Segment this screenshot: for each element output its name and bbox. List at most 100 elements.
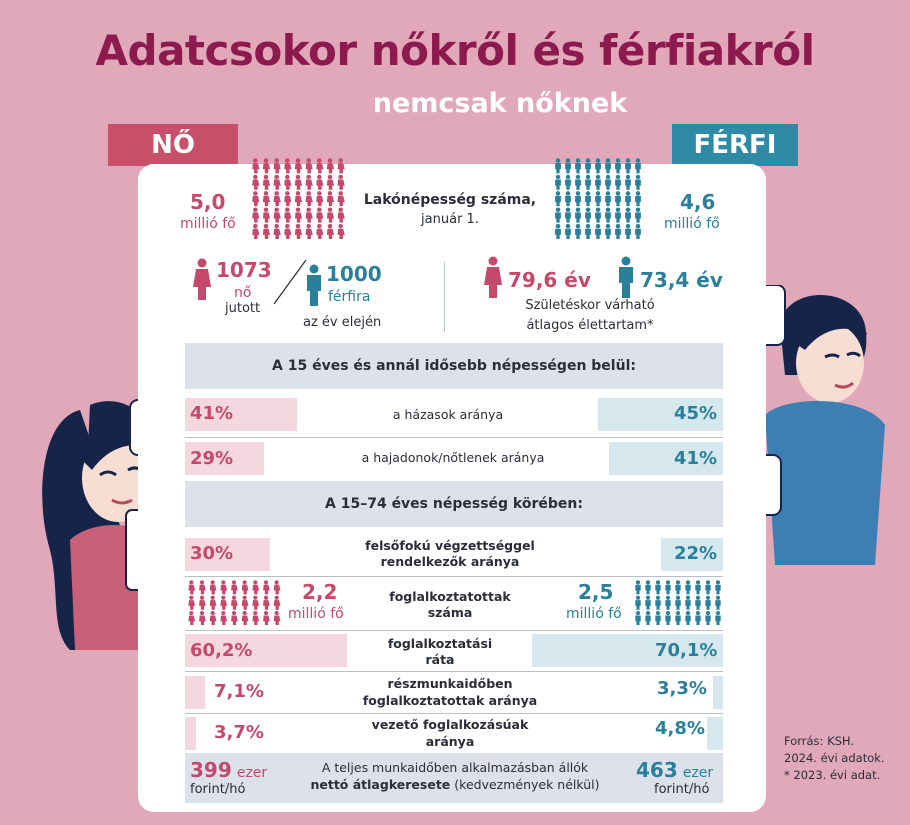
female-person-icon	[294, 174, 303, 190]
male-person-icon	[615, 207, 621, 223]
male-person-icon	[645, 610, 651, 626]
male-person-icon	[685, 610, 691, 626]
life-label-line2: átlagos élettartam*	[526, 318, 654, 333]
male-managers-value: 4,8%	[655, 718, 705, 739]
married-label: a házasok aránya	[392, 407, 504, 422]
male-person-icon	[685, 595, 691, 610]
female-person-icon	[484, 256, 502, 298]
female-person-icon	[241, 580, 249, 595]
female-person-icon	[326, 223, 335, 239]
man-illustration	[754, 285, 885, 565]
employment-rate-label2: ráta	[425, 652, 455, 667]
male-person-icon	[635, 207, 641, 223]
male-person-icon	[595, 158, 601, 174]
male-person-icon	[307, 264, 321, 306]
male-person-icon	[605, 223, 611, 239]
female-person-icon	[252, 223, 260, 239]
male-population-icons	[555, 158, 641, 239]
male-person-icon	[685, 580, 691, 595]
male-person-icon	[605, 191, 611, 207]
male-person-icon	[715, 580, 721, 595]
row-divider	[185, 437, 723, 438]
female-earnings-per: forint/hó	[190, 782, 246, 797]
male-person-icon	[705, 580, 711, 595]
male-person-icon	[575, 191, 581, 207]
male-person-icon	[715, 595, 721, 610]
female-person-icon	[231, 580, 238, 595]
male-employed-unit: millió fő	[566, 606, 622, 622]
female-person-icon	[284, 158, 292, 174]
male-person-icon	[585, 223, 591, 239]
male-person-icon	[635, 610, 641, 626]
female-employment-rate-value: 60,2%	[190, 640, 253, 661]
female-person-icon	[252, 191, 260, 207]
female-person-icon	[252, 580, 260, 595]
female-earnings-unit: ezer	[236, 765, 268, 781]
female-person-icon	[231, 610, 238, 626]
female-person-icon	[273, 610, 281, 626]
female-person-icon	[284, 174, 292, 190]
female-person-icon	[188, 595, 196, 610]
population-label: Lakónépesség száma,	[363, 192, 537, 208]
male-person-icon	[695, 595, 701, 610]
female-population-value: 5,0	[190, 190, 226, 214]
male-person-icon	[619, 256, 633, 298]
male-person-icon	[565, 174, 571, 190]
female-person-icon	[263, 580, 270, 595]
female-person-icon	[262, 191, 271, 207]
female-person-icon	[273, 207, 281, 223]
female-managers-value: 3,7%	[214, 722, 264, 743]
male-person-icon	[605, 174, 611, 190]
female-person-icon	[220, 595, 228, 610]
part-time-label2: foglalkoztatottak aránya	[362, 693, 538, 708]
earnings-label2-rest: (kedvezmények nélkül)	[450, 777, 600, 792]
male-person-icon	[555, 207, 561, 223]
male-person-icon	[575, 207, 581, 223]
ratio-divider	[273, 259, 307, 305]
female-person-icon	[326, 158, 335, 174]
male-earnings-value: 463	[636, 758, 678, 782]
page-subtitle: nemcsak nőknek	[372, 88, 628, 119]
employment-rate-label1: foglalkoztatási	[387, 636, 493, 651]
male-person-icon	[695, 610, 701, 626]
male-person-icon	[575, 174, 581, 190]
male-person-icon	[555, 223, 561, 239]
female-person-icon	[262, 207, 271, 223]
female-person-icon	[305, 207, 313, 223]
female-employed-value: 2,2	[302, 580, 338, 604]
female-population-unit: millió fő	[180, 216, 236, 232]
female-part-time-value: 7,1%	[214, 681, 264, 702]
ratio-note: az év elején	[303, 315, 382, 330]
male-person-icon	[655, 610, 661, 626]
male-person-icon	[555, 174, 561, 190]
employed-label1: foglalkoztatottak	[389, 589, 511, 604]
male-bar-managers	[707, 717, 723, 750]
male-employment-rate-value: 70,1%	[655, 640, 718, 661]
female-earnings-value: 399	[190, 758, 232, 782]
higher-ed-label2: rendelkezők aránya	[380, 554, 520, 569]
female-person-icon	[231, 595, 238, 610]
female-bar-managers	[185, 717, 196, 750]
female-person-icon	[294, 207, 303, 223]
female-person-icon	[193, 258, 211, 300]
female-person-icon	[252, 158, 260, 174]
male-person-icon	[565, 191, 571, 207]
female-person-icon	[316, 174, 324, 190]
male-person-icon	[655, 595, 661, 610]
male-married-value: 45%	[674, 403, 718, 424]
female-bar-employment-rate	[185, 634, 347, 667]
male-person-icon	[565, 158, 571, 174]
male-person-icon	[585, 174, 591, 190]
female-married-value: 41%	[190, 403, 234, 424]
female-person-icon	[220, 580, 228, 595]
female-person-icon	[337, 191, 345, 207]
male-person-icon	[625, 207, 631, 223]
male-person-icon	[635, 174, 641, 190]
male-person-icon	[705, 595, 711, 610]
male-person-icon	[635, 223, 641, 239]
ratio-female-word: nő	[234, 285, 252, 301]
female-person-icon	[241, 595, 249, 610]
male-person-icon	[675, 610, 681, 626]
female-bar-higher-ed	[185, 538, 270, 571]
female-person-icon	[263, 595, 270, 610]
